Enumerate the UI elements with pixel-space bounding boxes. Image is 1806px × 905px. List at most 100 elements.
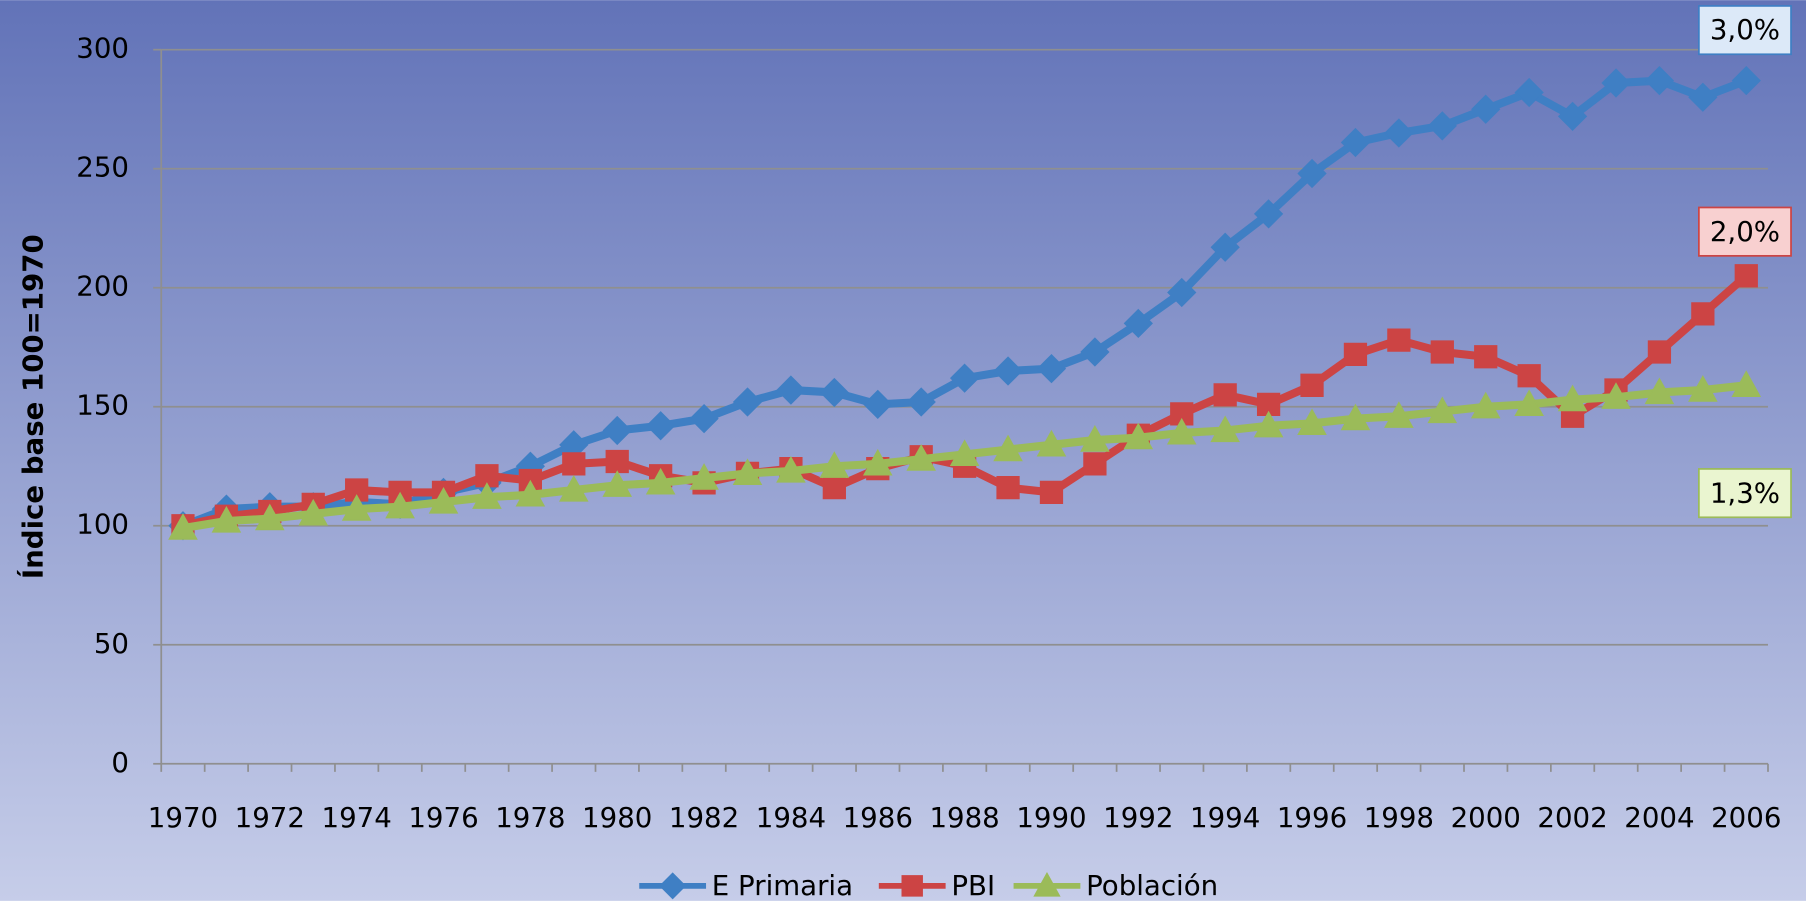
- marker-triangle: [819, 451, 850, 478]
- marker-triangle: [1688, 375, 1718, 402]
- x-tick-label: 2000: [1451, 801, 1521, 834]
- legend-label: Población: [1086, 869, 1218, 901]
- x-tick-label: 1974: [322, 801, 392, 834]
- annotation-box: [1698, 206, 1792, 257]
- y-tick-label: 300: [76, 32, 129, 65]
- marker-triangle: [298, 498, 329, 526]
- marker-triangle: [776, 455, 806, 483]
- marker-triangle: [949, 439, 980, 466]
- marker-square: [901, 875, 923, 897]
- marker-square: [1256, 392, 1281, 416]
- x-tick-label: 1988: [929, 801, 999, 834]
- marker-triangle: [1514, 389, 1544, 416]
- x-tick-label: 1998: [1364, 801, 1434, 834]
- y-tick-label: 150: [76, 389, 129, 422]
- marker-triangle: [1123, 422, 1154, 450]
- marker-square: [1691, 302, 1715, 326]
- marker-triangle: [1210, 415, 1240, 443]
- x-tick-label: 1970: [148, 801, 218, 834]
- marker-triangle: [472, 482, 502, 509]
- marker-triangle: [1557, 384, 1588, 412]
- y-tick-label: 100: [76, 508, 129, 541]
- marker-diamond: [1557, 101, 1588, 131]
- y-tick-label: 200: [76, 270, 129, 303]
- marker-square: [1474, 345, 1498, 369]
- x-tick-label: 1978: [495, 801, 565, 834]
- marker-triangle: [1297, 408, 1327, 436]
- marker-square: [822, 476, 846, 500]
- x-tick-label: 1972: [235, 801, 305, 834]
- marker-triangle: [428, 486, 459, 514]
- marker-square: [1734, 264, 1758, 288]
- marker-triangle: [645, 467, 676, 495]
- marker-diamond: [1297, 158, 1327, 189]
- y-axis-label: Índice base 100=1970: [16, 234, 50, 579]
- x-tick-label: 1994: [1190, 801, 1260, 834]
- x-tick-label: 1980: [582, 801, 652, 834]
- marker-triangle: [211, 505, 242, 533]
- legend-label: PBI: [951, 869, 995, 901]
- x-tick-label: 1990: [1016, 801, 1086, 834]
- marker-triangle: [558, 475, 589, 502]
- marker-diamond: [1167, 277, 1197, 308]
- marker-triangle: [1427, 396, 1458, 424]
- marker-triangle: [1080, 425, 1110, 452]
- x-tick-label: 1996: [1277, 801, 1347, 834]
- marker-triangle: [1036, 429, 1067, 457]
- marker-triangle: [385, 491, 415, 519]
- marker-square: [1430, 340, 1454, 364]
- annotation-box: [1698, 5, 1792, 56]
- x-tick-label: 2004: [1624, 801, 1694, 834]
- y-tick-label: 0: [111, 746, 129, 779]
- marker-diamond: [1514, 77, 1544, 108]
- marker-square: [1083, 452, 1107, 476]
- marker-diamond: [689, 403, 719, 434]
- marker-square: [1343, 342, 1368, 366]
- annotation: 1,3%: [1710, 476, 1780, 509]
- marker-square: [1170, 402, 1194, 426]
- marker-diamond: [1340, 127, 1371, 158]
- marker-square: [1387, 328, 1411, 352]
- marker-diamond: [732, 387, 763, 417]
- marker-triangle: [862, 448, 893, 476]
- marker-square: [1300, 373, 1324, 397]
- marker-diamond: [819, 377, 849, 408]
- x-tick-label: 1976: [408, 801, 478, 834]
- marker-diamond: [1601, 68, 1631, 98]
- marker-diamond: [1471, 94, 1501, 124]
- marker-triangle: [1253, 410, 1284, 438]
- marker-square: [562, 452, 586, 476]
- marker-diamond: [1644, 65, 1675, 96]
- marker-diamond: [1688, 82, 1718, 112]
- legend-label: E Primaria: [712, 869, 853, 901]
- marker-diamond: [1253, 199, 1284, 229]
- marker-square: [1647, 340, 1672, 364]
- marker-triangle: [1166, 417, 1197, 445]
- x-tick-label: 1992: [1103, 801, 1173, 834]
- marker-diamond: [1080, 337, 1110, 367]
- annotation: 3,0%: [1710, 13, 1780, 46]
- marker-triangle: [602, 470, 633, 497]
- marker-diamond: [1123, 308, 1153, 339]
- marker-square: [605, 449, 629, 474]
- marker-square: [345, 478, 369, 502]
- marker-diamond: [1210, 232, 1240, 262]
- marker-triangle: [732, 458, 763, 486]
- marker-triangle: [689, 463, 719, 490]
- x-tick-label: 2006: [1711, 801, 1781, 834]
- marker-triangle: [1601, 382, 1631, 409]
- marker-diamond: [863, 389, 893, 419]
- marker-triangle: [1384, 401, 1414, 428]
- marker-diamond: [993, 356, 1023, 386]
- marker-diamond: [906, 387, 936, 417]
- marker-diamond: [1427, 111, 1457, 141]
- annotation: 2,0%: [1710, 215, 1780, 248]
- marker-diamond: [602, 415, 632, 446]
- marker-diamond: [776, 375, 806, 405]
- marker-diamond: [949, 363, 980, 393]
- x-tick-label: 1984: [756, 801, 826, 834]
- marker-triangle: [515, 479, 546, 507]
- marker-triangle: [1731, 370, 1762, 397]
